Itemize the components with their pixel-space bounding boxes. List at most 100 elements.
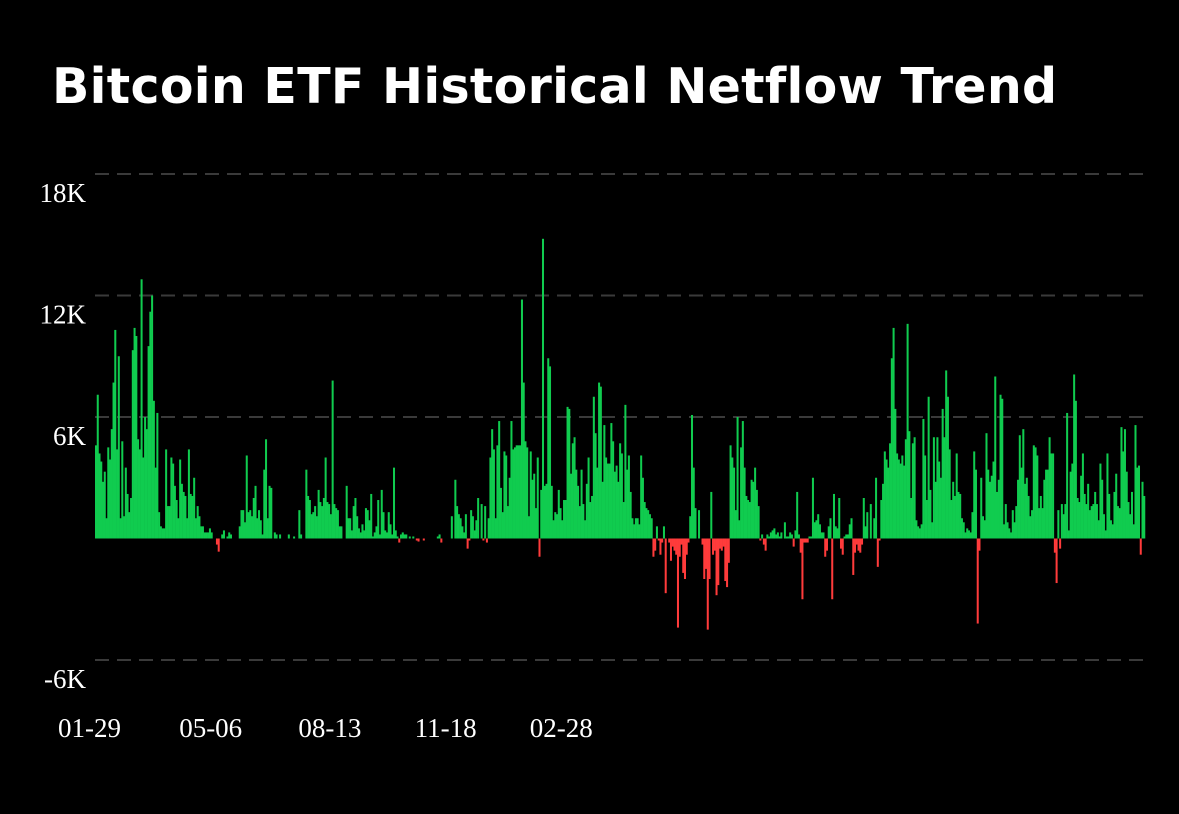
inflow-bar <box>906 323 909 539</box>
inflow-bar <box>785 536 788 539</box>
inflow-bar <box>626 469 629 539</box>
inflow-bar <box>1032 445 1035 539</box>
inflow-bar <box>345 485 348 539</box>
outflow-bar <box>831 538 834 600</box>
inflow-bar <box>1129 514 1132 539</box>
outflow-bar <box>764 538 767 551</box>
inflow-bar <box>950 500 953 539</box>
inflow-bar <box>740 447 743 539</box>
outflow-bar <box>485 538 488 543</box>
inflow-bar <box>920 524 923 539</box>
inflow-bar <box>196 506 199 539</box>
inflow-bar <box>526 447 529 539</box>
y-tick-label: -6K <box>44 664 86 694</box>
inflow-bar <box>117 356 120 539</box>
inflow-bar <box>107 447 110 539</box>
inflow-bar <box>769 532 772 539</box>
inflow-bar <box>328 504 331 539</box>
outflow-bar <box>680 538 683 545</box>
inflow-bar <box>340 526 343 539</box>
inflow-bar <box>527 516 530 539</box>
outflow-bar <box>417 538 420 542</box>
inflow-bar <box>534 508 537 539</box>
inflow-bar <box>361 524 364 539</box>
inflow-bar <box>123 516 126 539</box>
inflow-bar <box>350 530 353 539</box>
outflow-bar <box>657 538 660 541</box>
inflow-bar <box>249 510 252 539</box>
inflow-bar <box>1092 504 1095 539</box>
inflow-bar <box>948 449 951 539</box>
inflow-bar <box>694 508 697 539</box>
inflow-bar <box>955 453 958 539</box>
inflow-bar <box>617 481 620 539</box>
inflow-bar <box>145 429 148 539</box>
inflow-bar <box>640 455 643 539</box>
inflow-bar <box>908 431 911 539</box>
inflow-bar <box>505 455 508 539</box>
outflow-bar <box>468 538 471 541</box>
outflow-bar <box>683 538 686 579</box>
inflow-bar <box>536 457 539 539</box>
outflow-bar <box>398 538 401 543</box>
outflow-bar <box>217 538 220 552</box>
inflow-bar <box>1090 506 1093 539</box>
inflow-bar <box>983 520 986 539</box>
outflow-bar <box>1053 538 1056 553</box>
y-tick-label: 12K <box>40 300 87 330</box>
inflow-bar <box>582 504 585 539</box>
inflow-bar <box>531 479 534 539</box>
inflow-bar <box>491 429 494 539</box>
inflow-bar <box>98 453 101 539</box>
inflow-bar <box>627 455 630 539</box>
inflow-bar <box>477 498 480 539</box>
inflow-bar <box>177 518 180 539</box>
inflow-bar <box>121 441 124 539</box>
inflow-bar <box>273 532 276 539</box>
inflow-bar <box>137 439 140 539</box>
inflow-bar <box>124 467 127 539</box>
inflow-bar <box>405 534 408 539</box>
outflow-bar <box>855 538 858 545</box>
outflow-bar <box>215 538 218 545</box>
inflow-bar <box>934 481 937 539</box>
inflow-bar <box>191 495 194 539</box>
outflow-bar <box>676 538 679 628</box>
outflow-bar <box>661 538 664 543</box>
inflow-bar <box>229 534 232 539</box>
inflow-bar <box>556 514 559 539</box>
inflow-bar <box>321 506 324 539</box>
inflow-bar <box>133 327 136 539</box>
inflow-bar <box>1081 453 1084 539</box>
inflow-bar <box>848 524 851 539</box>
inflow-bar <box>901 455 904 539</box>
inflow-bar <box>1062 514 1065 539</box>
inflow-bar <box>370 493 373 539</box>
inflow-bar <box>1060 504 1063 539</box>
inflow-bar <box>1024 483 1027 539</box>
inflow-bar <box>580 469 583 539</box>
inflow-bar <box>520 299 523 539</box>
inflow-bar <box>883 451 886 539</box>
outflow-bar <box>682 538 685 573</box>
inflow-bar <box>938 461 941 539</box>
inflow-bar <box>629 491 632 539</box>
outflow-bar <box>708 538 711 579</box>
inflow-bar <box>827 526 830 539</box>
inflow-bar <box>1134 425 1137 539</box>
inflow-bar <box>109 459 112 539</box>
outflow-bar <box>664 538 667 594</box>
inflow-bar <box>116 449 119 539</box>
inflow-bar <box>1006 522 1009 539</box>
inflow-bar <box>1064 504 1067 539</box>
inflow-bar <box>352 506 355 539</box>
outflow-bar <box>703 538 706 579</box>
inflow-bar <box>268 485 271 539</box>
inflow-bar <box>932 437 935 539</box>
inflow-bar <box>1097 520 1100 539</box>
inflow-bar <box>1083 493 1086 539</box>
y-tick-label: 6K <box>53 421 87 451</box>
inflow-bar <box>144 417 147 539</box>
outflow-bar <box>854 538 857 553</box>
inflow-bar <box>1025 477 1028 539</box>
